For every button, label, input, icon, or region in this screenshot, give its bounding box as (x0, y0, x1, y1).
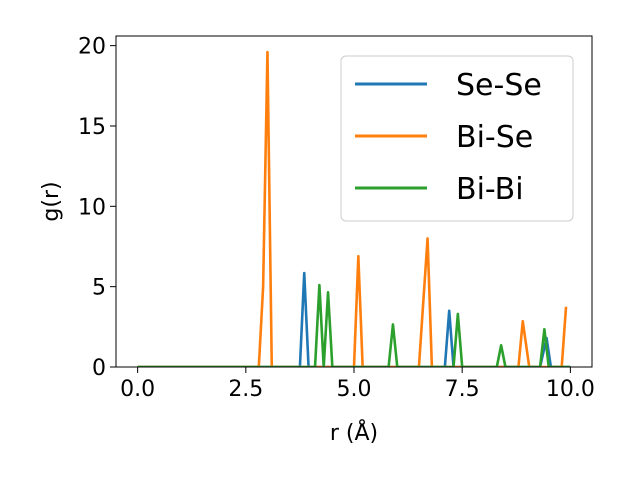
x-tick-label: 5.0 (337, 377, 372, 402)
legend-box (340, 55, 574, 222)
y-tick-label: 20 (78, 35, 106, 60)
legend-label: Bi-Bi (456, 172, 524, 207)
x-axis-label: r (Å) (330, 419, 378, 446)
legend: Se-Se Bi-Se Bi-Bi (340, 55, 574, 222)
y-tick-label: 10 (78, 195, 106, 220)
x-tick-label: 10.0 (546, 377, 595, 402)
legend-label: Se-Se (456, 68, 542, 103)
x-tick-label: 2.5 (228, 377, 263, 402)
y-tick-label: 5 (92, 276, 106, 301)
y-tick-label: 15 (78, 115, 106, 140)
x-tick-label: 7.5 (445, 377, 480, 402)
series-layer (137, 50, 571, 367)
legend-label: Bi-Se (456, 120, 533, 155)
y-axis-label: g(r) (39, 181, 64, 221)
series-line-se-se (137, 271, 571, 367)
series-line-bi-se (137, 50, 568, 367)
x-tick-label: 0.0 (120, 377, 155, 402)
x-axis: 0.0 2.5 5.0 7.5 10.0 (120, 367, 595, 402)
y-axis: 0 5 10 15 20 (78, 35, 116, 381)
y-tick-label: 0 (92, 356, 106, 381)
